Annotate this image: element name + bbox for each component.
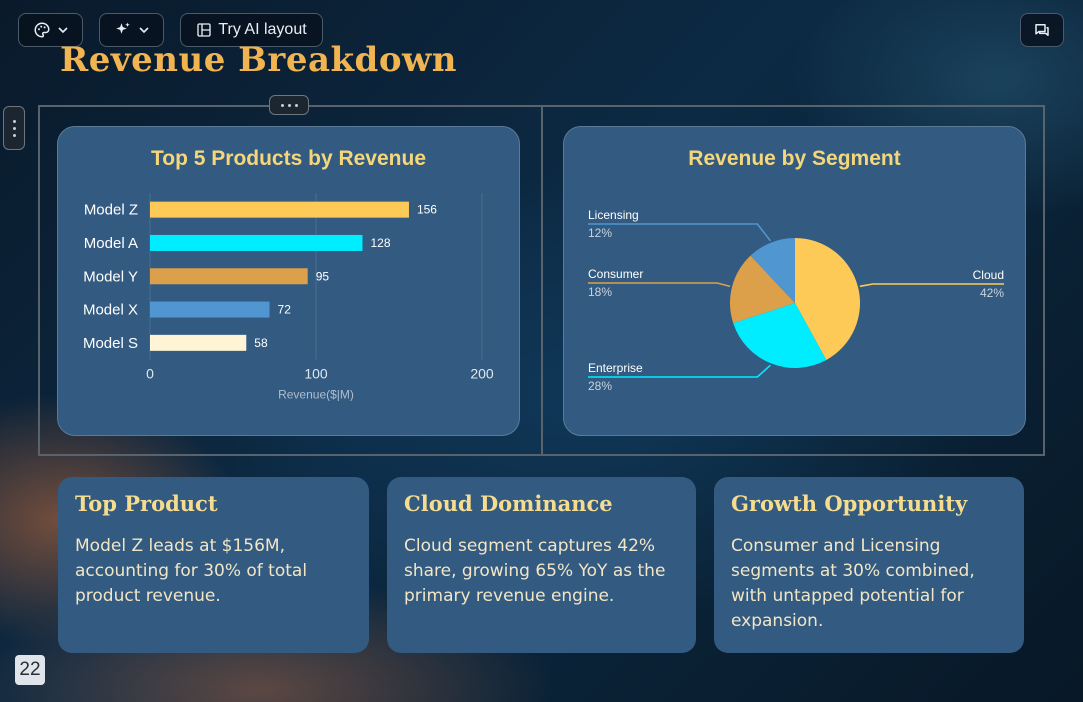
layout-icon	[197, 23, 211, 37]
bar-model-y	[150, 268, 308, 285]
y-tick-label: Model Z	[84, 202, 138, 219]
pie-value-label: 12%	[588, 226, 612, 240]
theme-menu-button[interactable]	[18, 13, 83, 47]
chevron-down-icon	[138, 27, 149, 34]
bar-model-z	[150, 201, 409, 218]
products-bar-chart: 0 100 200 Model Z 156 Model A 128 Model Y 95 Mode…	[83, 193, 494, 402]
info-card-title: Top Product	[75, 491, 218, 516]
y-tick-label: Model A	[84, 235, 138, 252]
y-tick-label: Model Y	[83, 268, 138, 285]
pie-leader-line	[859, 283, 1004, 288]
info-card-body: Cloud segment captures 42% share, growin…	[404, 536, 666, 606]
selection-divider	[541, 105, 543, 456]
segments-chart-title: Revenue by Segment	[688, 147, 901, 170]
info-card-body: Model Z leads at $156M, accounting for 3…	[75, 536, 308, 606]
pie-value-label: 18%	[588, 285, 612, 299]
products-chart-title: Top 5 Products by Revenue	[151, 147, 426, 170]
info-card-top-product[interactable]: Top Product Model Z leads at $156M, acco…	[58, 477, 369, 653]
pie-value-label: 28%	[588, 379, 612, 393]
info-card-cloud-dominance[interactable]: Cloud Dominance Cloud segment captures 4…	[387, 477, 696, 653]
pie-leader-line	[588, 282, 731, 288]
info-card-title: Growth Opportunity	[731, 491, 968, 516]
palette-icon	[34, 22, 50, 38]
sparkles-icon	[115, 22, 130, 34]
bar-model-a	[150, 234, 363, 251]
x-axis-label: Revenue($|M)	[278, 388, 354, 402]
pie-slice-enterprise	[733, 303, 827, 368]
pie-label: Enterprise	[588, 361, 643, 375]
ai-magic-menu-button[interactable]	[99, 13, 164, 47]
pie-slice-cloud	[795, 238, 860, 360]
pie-label: Cloud	[973, 268, 1004, 282]
y-tick-label: Model X	[83, 302, 138, 319]
info-card-growth-opportunity[interactable]: Growth Opportunity Consumer and Licensin…	[714, 477, 1024, 653]
bar-value-label: 156	[417, 203, 437, 217]
bar-value-label: 58	[254, 336, 268, 350]
bar-value-label: 95	[316, 269, 330, 283]
bar-value-label: 128	[370, 236, 390, 250]
comment-icon	[1035, 24, 1049, 36]
pie-value-label: 42%	[980, 286, 1004, 300]
comments-button[interactable]	[1020, 13, 1064, 47]
bar-model-x	[150, 301, 270, 318]
x-tick-label: 200	[470, 366, 494, 382]
try-ai-layout-button[interactable]: Try AI layout	[180, 13, 323, 47]
info-card-title: Cloud Dominance	[404, 491, 613, 516]
info-card-body: Consumer and Licensing segments at 30% c…	[731, 536, 975, 631]
bar-value-label: 72	[278, 303, 292, 317]
pie-slice-consumer	[730, 255, 795, 324]
chevron-down-icon	[57, 27, 68, 34]
drag-handle-left[interactable]	[3, 106, 25, 150]
try-ai-layout-label: Try AI layout	[218, 21, 307, 38]
segments-chart-card[interactable]: Revenue by Segment Cloud 42% Enterprise 28%…	[563, 126, 1026, 436]
x-tick-label: 0	[146, 366, 154, 382]
page-number-badge: 22	[15, 655, 45, 685]
segments-pie-chart: Cloud 42% Enterprise 28% Consumer 18% Licensin…	[588, 208, 1004, 393]
bar-model-s	[150, 334, 247, 351]
pie-label: Licensing	[588, 208, 639, 222]
slide-title[interactable]: Revenue Breakdown	[60, 40, 457, 80]
pie-leader-line	[588, 364, 771, 378]
y-tick-label: Model S	[83, 335, 138, 352]
pie-leader-line	[588, 223, 771, 242]
products-chart-card[interactable]: Top 5 Products by Revenue 0 100 200 Model Z…	[57, 126, 520, 436]
drag-handle-top[interactable]	[269, 95, 309, 115]
x-tick-label: 100	[304, 366, 328, 382]
pie-slice-licensing	[750, 238, 795, 303]
pie-label: Consumer	[588, 267, 643, 281]
